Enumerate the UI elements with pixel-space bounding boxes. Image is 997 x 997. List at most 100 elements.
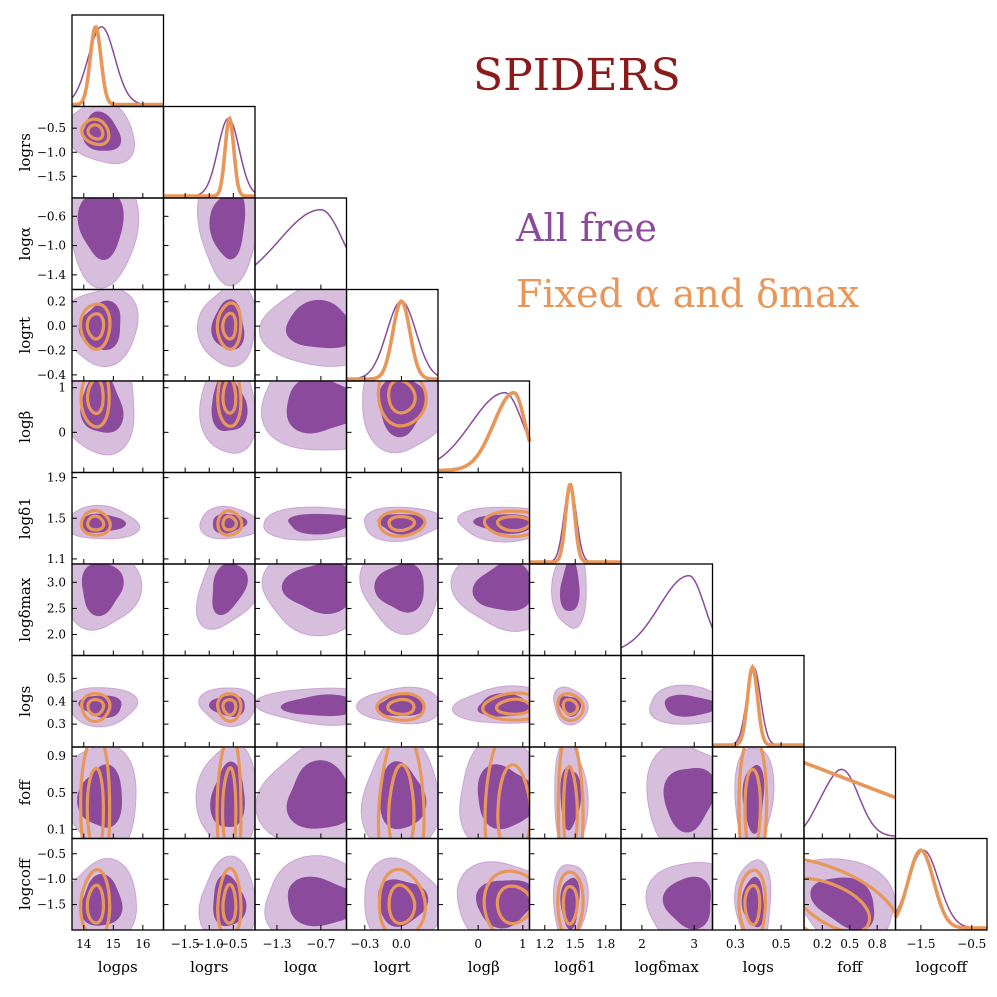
contour68-fixed-logs-logr_s (221, 698, 238, 717)
ytick-label-logalpha-1: −1.0 (37, 239, 66, 253)
contour95-fixed-logdelta_1-logr_t (377, 509, 427, 538)
contour95-fixed-f_off-logdelta_1 (556, 747, 585, 839)
diag-panel-logc_off (893, 837, 988, 931)
contour68-fixed-logc_off-logbeta (495, 884, 530, 926)
contour68-all-logr_t-logalpha (285, 299, 347, 349)
ylabel-logs: logs (16, 686, 34, 717)
xtick-label-f_off-1: 0.5 (840, 937, 859, 951)
panel-logalpha-logr_s (162, 197, 256, 291)
contour68-all-logdelta_max-logalpha (281, 564, 347, 614)
xlabel-logalpha: logα (284, 958, 318, 976)
chart-title: SPIDERS (473, 50, 681, 101)
ytick-label-logdelta_max-1: 2.5 (47, 601, 66, 615)
diag-panel-logr_t (345, 288, 439, 382)
contour68-fixed-f_off-logr_t (386, 762, 416, 839)
ytick-label-logs-1: 0.4 (47, 694, 66, 708)
panel-logr_s-logrho_s (71, 105, 165, 199)
pdf-fix-logs (712, 663, 804, 747)
ytick-label-logdelta_1-1: 1.5 (47, 511, 66, 525)
contour68-fixed-logs-logr_t (386, 697, 416, 716)
diag-panel-logdelta_1 (528, 471, 622, 565)
contour95-fixed-f_off-logbeta (483, 747, 530, 839)
ytick-label-logbeta-0: 1 (58, 381, 66, 395)
contour68-fixed-logdelta_1-logr_t (387, 515, 417, 533)
contour95-fixed-logbeta-logr_t (376, 381, 428, 428)
pdf-fix-logr_t (346, 299, 438, 381)
panel-logs-logbeta (437, 654, 531, 748)
xlabel-logdelta_max: logδmax (635, 958, 700, 976)
xlabel-logs: logs (743, 958, 774, 976)
ytick-label-logr_t-2: 0.0 (47, 319, 66, 333)
contour68-fixed-f_off-logbeta (496, 763, 530, 839)
contour95-fixed-logs-logdelta_1 (556, 691, 585, 723)
panel-logs-logr_s (162, 654, 256, 748)
contour95-fixed-logc_off-logbeta (482, 869, 530, 930)
ytick-label-f_off-2: 0.9 (47, 749, 66, 763)
contour95-fixed-logc_off-logr_s (216, 866, 243, 930)
xtick-label-logr_s-0: −1.5 (171, 937, 200, 951)
pdf-fix-logrho_s (72, 24, 164, 107)
contour68-all-logdelta_max-logbeta (472, 564, 530, 611)
contour68-all-logc_off-logbeta (476, 880, 530, 929)
panel-logdelta_1-logbeta (437, 471, 531, 565)
diag-panel-logr_s (162, 105, 256, 199)
panel-logc_off-f_off (803, 837, 897, 931)
pdf-fix-logdelta_1 (529, 482, 621, 564)
frame-diag-logr_s (162, 105, 256, 199)
xtick-label-logdelta_1-1: 1.5 (566, 937, 585, 951)
contour68-fixed-logbeta-logr_s (221, 381, 238, 415)
panel-logc_off-logs (711, 837, 805, 931)
xtick-label-logalpha-1: −0.7 (306, 937, 335, 951)
panel-f_off-logalpha (254, 746, 348, 840)
xtick-label-logc_off-1: −0.5 (957, 937, 986, 951)
frame-diag-logc_off (894, 837, 988, 931)
ytick-label-logr_s-0: −0.5 (37, 121, 66, 135)
contour68-fixed-logc_off-f_off (804, 876, 872, 930)
ytick-label-logr_t-1: −0.2 (37, 344, 66, 358)
contour68-fixed-logc_off-logr_t (387, 883, 417, 926)
contour68-all-logc_off-logdelta_max (662, 876, 711, 930)
pdf-all-logdelta_max (620, 574, 714, 649)
diag-panel-logrho_s (71, 14, 165, 108)
panel-logc_off-logr_t (345, 837, 439, 931)
contour68-fixed-f_off-logrho_s (85, 766, 105, 839)
xtick-label-logr_s-2: −0.5 (219, 937, 248, 951)
contour68-all-logc_off-logrho_s (80, 873, 123, 926)
contour95-fixed-f_off-logs (737, 747, 769, 839)
contour95-fixed-logc_off-f_off (804, 858, 896, 930)
ytick-label-logr_t-3: 0.2 (47, 295, 66, 309)
contour95-fixed-logr_s-logrho_s (80, 117, 111, 147)
pdf-fix-logbeta (438, 390, 532, 473)
xlabel-f_off: foff (837, 958, 864, 976)
panel-logs-logdelta_1 (528, 654, 622, 748)
xtick-label-logalpha-0: −1.3 (262, 937, 291, 951)
panel-logc_off-logdelta_max (620, 837, 714, 931)
contour68-fixed-logr_t-logr_s (221, 311, 238, 341)
pdf-all-logc_off (894, 849, 987, 929)
diag-panel-logalpha (254, 197, 348, 291)
legend-fixed: Fixed α and δmax (516, 272, 860, 316)
pdf-all-logr_s (163, 117, 256, 197)
panel-logdelta_max-logalpha (254, 563, 348, 657)
contour68-fixed-f_off-logdelta_1 (562, 764, 579, 839)
xtick-label-logc_off-0: −1.5 (906, 937, 935, 951)
panel-logalpha-logrho_s (71, 197, 165, 291)
xlabel-logdelta_1: logδ1 (554, 958, 596, 976)
ytick-label-logdelta_1-0: 1.1 (47, 552, 66, 566)
contour95-fixed-logs-logr_t (375, 691, 426, 722)
frame-diag-logdelta_max (620, 563, 714, 657)
ylabel-logc_off: logcoff (16, 857, 34, 910)
contour68-all-logr_t-logrho_s (78, 300, 121, 351)
contour95-fixed-logbeta-logrho_s (79, 381, 111, 429)
xlabel-logc_off: logcoff (915, 958, 968, 976)
contour68-fixed-f_off-logs (743, 767, 763, 839)
contour68-fixed-logr_s-logrho_s (86, 123, 105, 141)
panel-logc_off-logbeta (437, 837, 531, 931)
pdf-all-logalpha (254, 208, 348, 266)
ytick-label-logc_off-1: −1.0 (37, 872, 66, 886)
contour95-fixed-logr_t-logrho_s (78, 302, 112, 351)
ylabel-logalpha: logα (16, 227, 34, 261)
frame-diag-logalpha (254, 197, 348, 291)
contour95-fixed-f_off-logrho_s (78, 747, 112, 839)
